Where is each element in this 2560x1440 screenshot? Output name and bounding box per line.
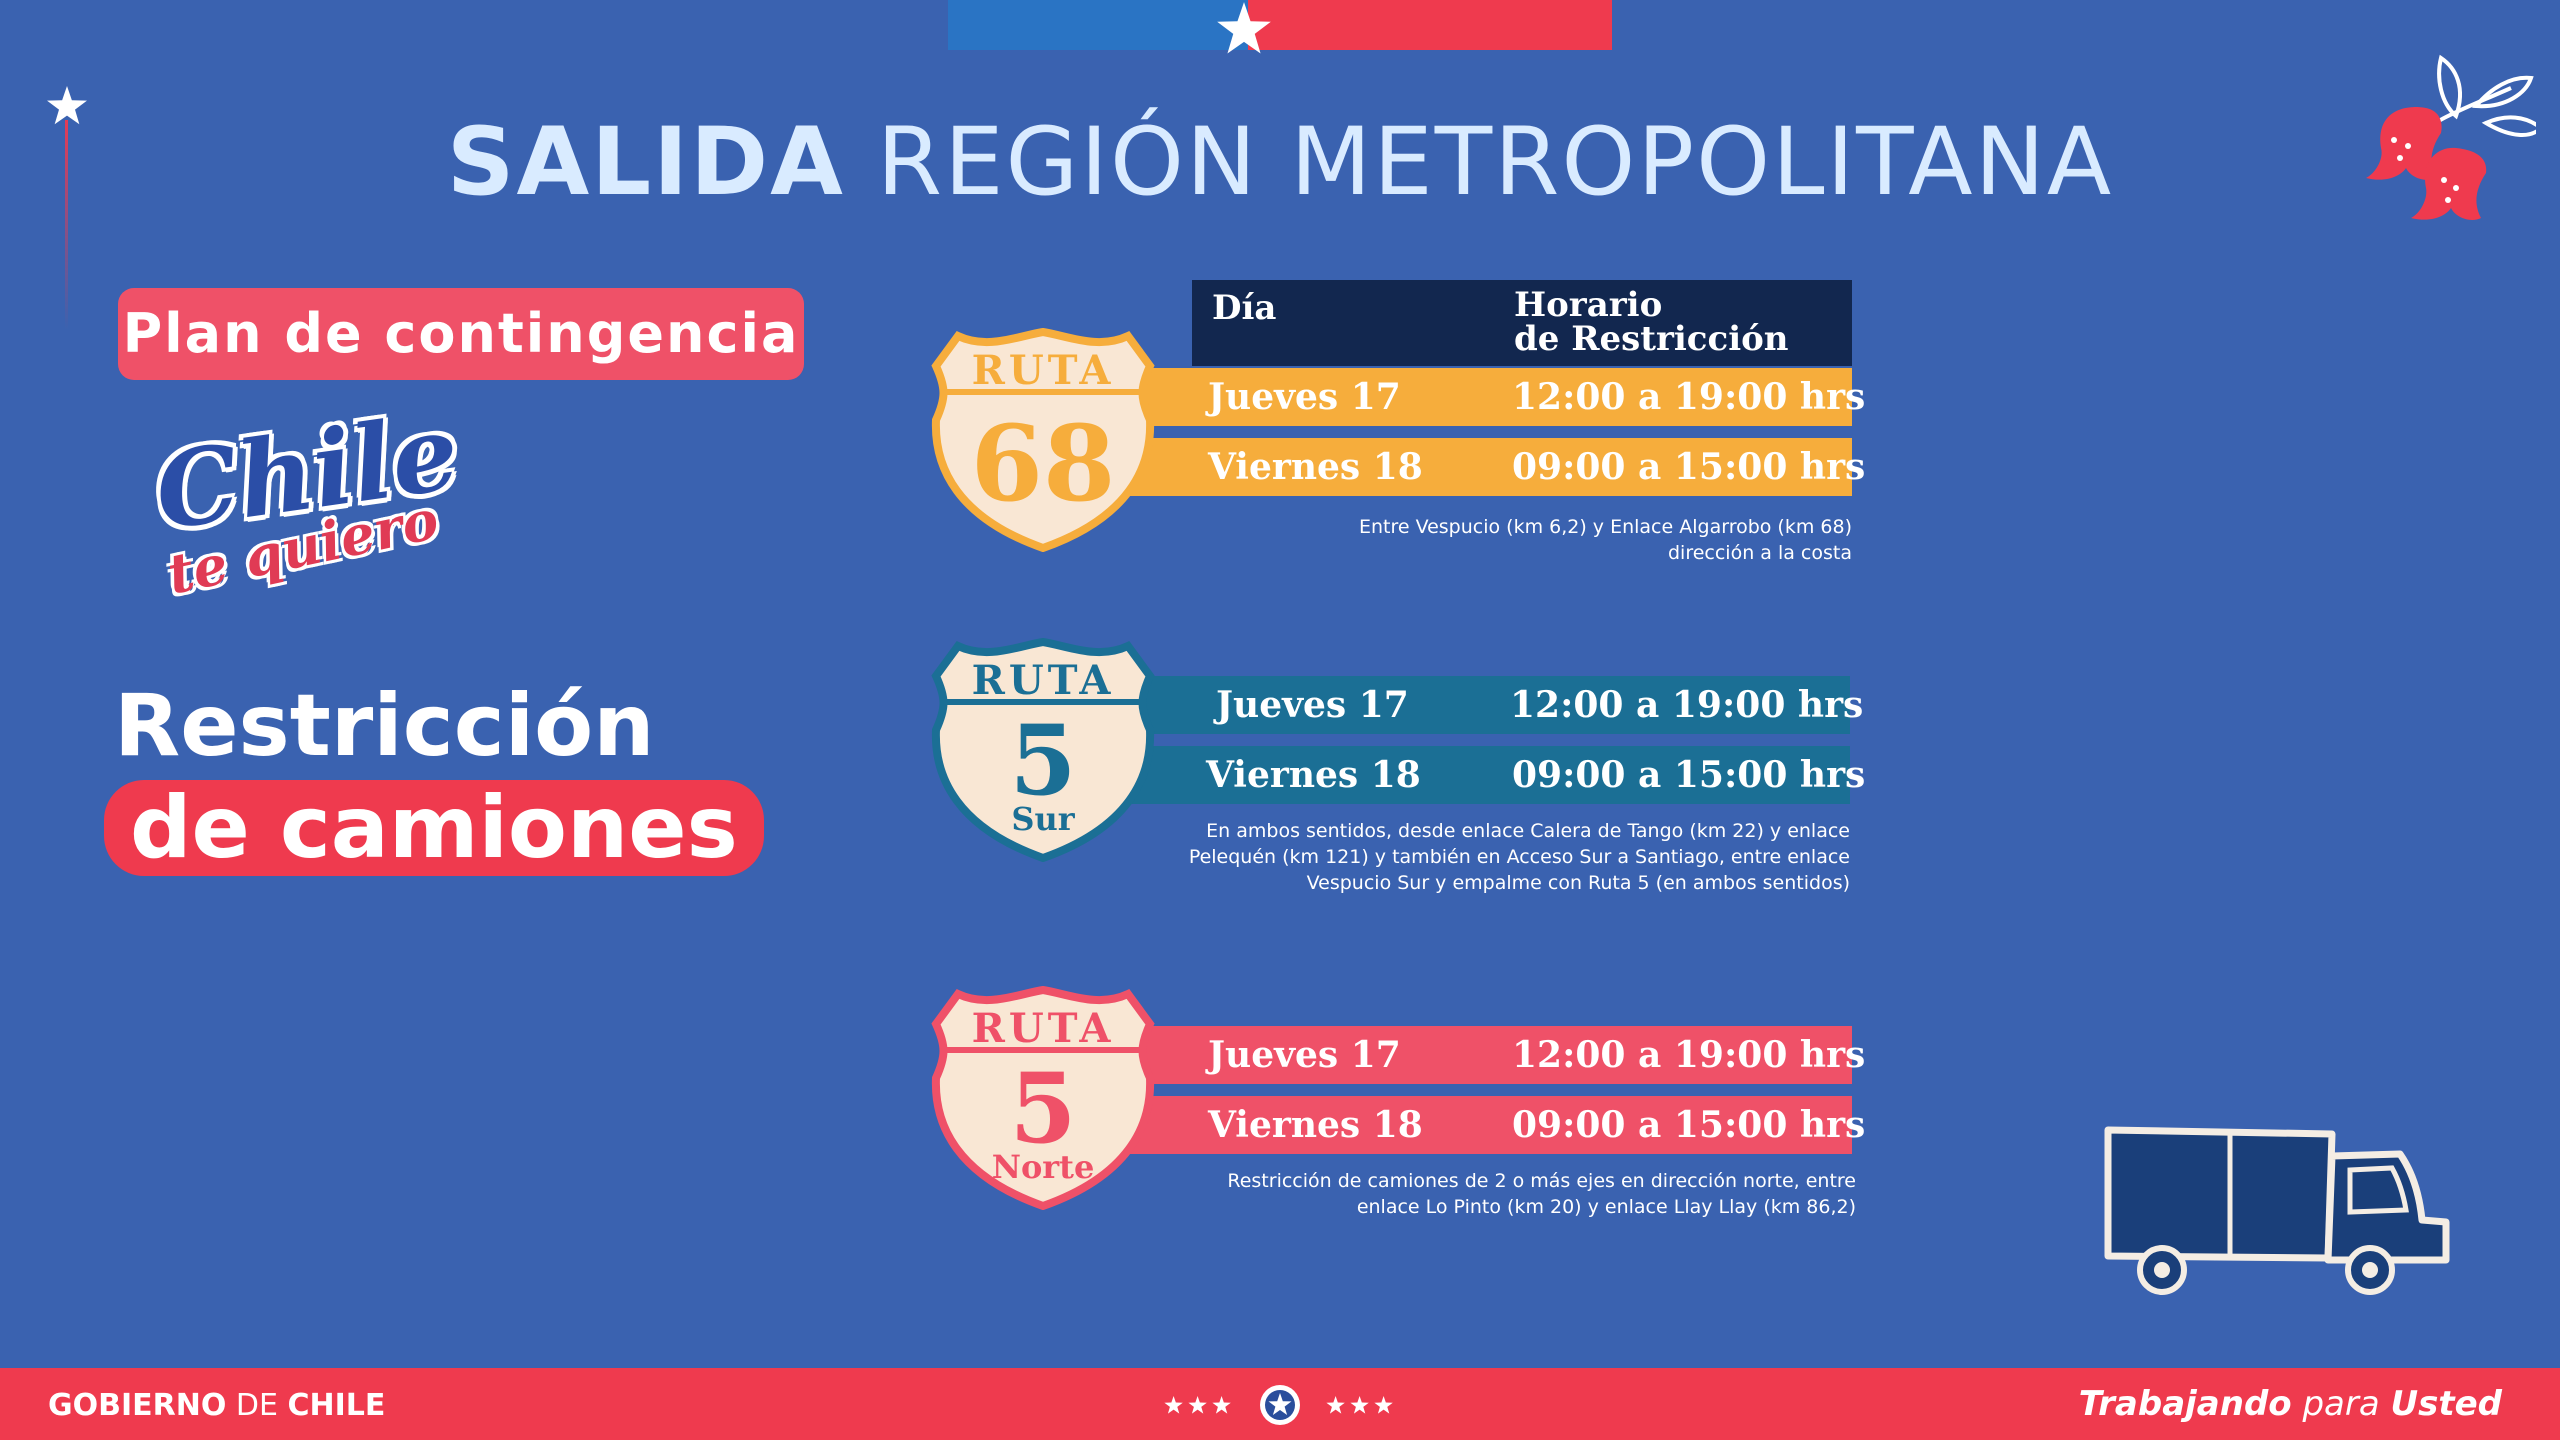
- route5norte-shield: RUTA 5 Norte: [931, 986, 1155, 1210]
- route68-row2-hours: 09:00 a 15:00 hrs: [1512, 446, 1866, 488]
- corner-line: [65, 120, 68, 330]
- header-day: Día: [1212, 288, 1277, 328]
- route5sur-shield-number: 5: [1010, 704, 1077, 817]
- route5sur-row1-hours: 12:00 a 19:00 hrs: [1510, 684, 1864, 726]
- route5norte-note: Restricción de camiones de 2 o más ejes …: [1227, 1168, 1856, 1220]
- route5norte-row-2: Viernes 18 09:00 a 15:00 hrs: [1120, 1096, 1865, 1154]
- route68-note-line1: Entre Vespucio (km 6,2) y Enlace Algarro…: [1358, 516, 1852, 538]
- route68-row2-day: Viernes 18: [1208, 446, 1423, 488]
- route5norte-shield-number: 5: [1010, 1052, 1077, 1165]
- copihue-flower-icon: [2366, 54, 2536, 220]
- title-bold: SALIDA: [446, 108, 845, 217]
- route5sur-row1-day: Jueves 17: [1216, 684, 1409, 726]
- route68-shield: RUTA 68: [931, 328, 1155, 552]
- route68-row1-hours: 12:00 a 19:00 hrs: [1512, 376, 1866, 418]
- truck-icon: [2104, 1126, 2450, 1295]
- chile-te-quiero-logo: Chile te quiero: [118, 390, 466, 652]
- route5norte-row2-day: Viernes 18: [1208, 1104, 1423, 1146]
- route5norte-row2-hours: 09:00 a 15:00 hrs: [1512, 1104, 1866, 1146]
- footer-slogan: Trabajando para Usted: [2079, 1384, 2502, 1424]
- route5norte-shield-label: RUTA: [972, 1005, 1115, 1052]
- route5sur-row-2: Viernes 18 09:00 a 15:00 hrs: [1120, 746, 1865, 804]
- route5norte-note-line1: Restricción de camiones de 2 o más ejes …: [1227, 1170, 1856, 1192]
- route5norte-row1-day: Jueves 17: [1208, 1034, 1401, 1076]
- footer-gob-bold1: GOBIERNO: [48, 1388, 227, 1423]
- flag-bar: [948, 0, 1612, 54]
- route68-row-2: Viernes 18 09:00 a 15:00 hrs: [1120, 438, 1865, 496]
- footer-gob-mid: DE: [235, 1388, 278, 1423]
- route5sur-row2-hours: 09:00 a 15:00 hrs: [1512, 754, 1866, 796]
- footer-government-label: GOBIERNO DE CHILE: [48, 1388, 385, 1423]
- route5sur-note-line1: En ambos sentidos, desde enlace Calera d…: [1206, 820, 1850, 842]
- footer-bar: GOBIERNO DE CHILE Trabajando para Usted: [0, 1368, 2560, 1440]
- route68-note: Entre Vespucio (km 6,2) y Enlace Algarro…: [1359, 514, 1852, 566]
- route5sur-shield-sub: Sur: [1011, 800, 1075, 838]
- title-rest: REGIÓN METROPOLITANA: [876, 108, 2114, 217]
- route68-shield-label: RUTA: [972, 347, 1115, 394]
- page-title: SALIDA REGIÓN METROPOLITANA: [0, 108, 2560, 217]
- flag-star-icon: [1217, 2, 1271, 54]
- table-header: Día Horario de Restricción: [1192, 280, 1852, 366]
- route5sur-row-1: Jueves 17 12:00 a 19:00 hrs: [1120, 676, 1863, 734]
- route5sur-row2-day: Viernes 18: [1206, 754, 1421, 796]
- route5sur-shield-label: RUTA: [972, 657, 1115, 704]
- route5sur-note: En ambos sentidos, desde enlace Calera d…: [1189, 818, 1850, 896]
- footer-gob-bold2: CHILE: [287, 1388, 386, 1423]
- corner-star-icon: [47, 86, 87, 125]
- header-schedule-line2: de Restricción: [1514, 319, 1789, 359]
- route5norte-shield-sub: Norte: [992, 1148, 1095, 1186]
- contingency-plan-pill: Plan de contingencia: [118, 288, 804, 380]
- route68-note-line2: dirección a la costa: [1667, 542, 1852, 564]
- route68-row-1: Jueves 17 12:00 a 19:00 hrs: [1120, 368, 1865, 426]
- headline-line1: Restricción: [114, 676, 655, 776]
- route5sur-shield: RUTA 5 Sur: [931, 638, 1155, 862]
- route68-row1-day: Jueves 17: [1208, 376, 1401, 418]
- footer-trab-bold1: Trabajando: [2078, 1384, 2292, 1424]
- header-schedule: Horario de Restricción: [1514, 288, 1789, 356]
- footer-trab-bold2: Usted: [2390, 1384, 2503, 1424]
- flag-blue-stripe: [948, 0, 1248, 50]
- route5norte-row1-hours: 12:00 a 19:00 hrs: [1512, 1034, 1866, 1076]
- route5norte-note-line2: enlace Lo Pinto (km 20) y enlace Llay Ll…: [1356, 1196, 1856, 1218]
- footer-stars-icon: [1164, 1385, 1393, 1425]
- header-schedule-line1: Horario: [1514, 285, 1663, 325]
- footer-trab-mid: para: [2302, 1384, 2380, 1424]
- route5sur-note-line2: Pelequén (km 121) y también en Acceso Su…: [1188, 846, 1850, 868]
- route5norte-row-1: Jueves 17 12:00 a 19:00 hrs: [1120, 1026, 1865, 1084]
- route5sur-note-line3: Vespucio Sur y empalme con Ruta 5 (en am…: [1306, 872, 1850, 894]
- headline-line2: de camiones: [104, 780, 764, 876]
- route68-shield-number: 68: [971, 402, 1116, 525]
- flag-red-stripe: [1248, 0, 1612, 50]
